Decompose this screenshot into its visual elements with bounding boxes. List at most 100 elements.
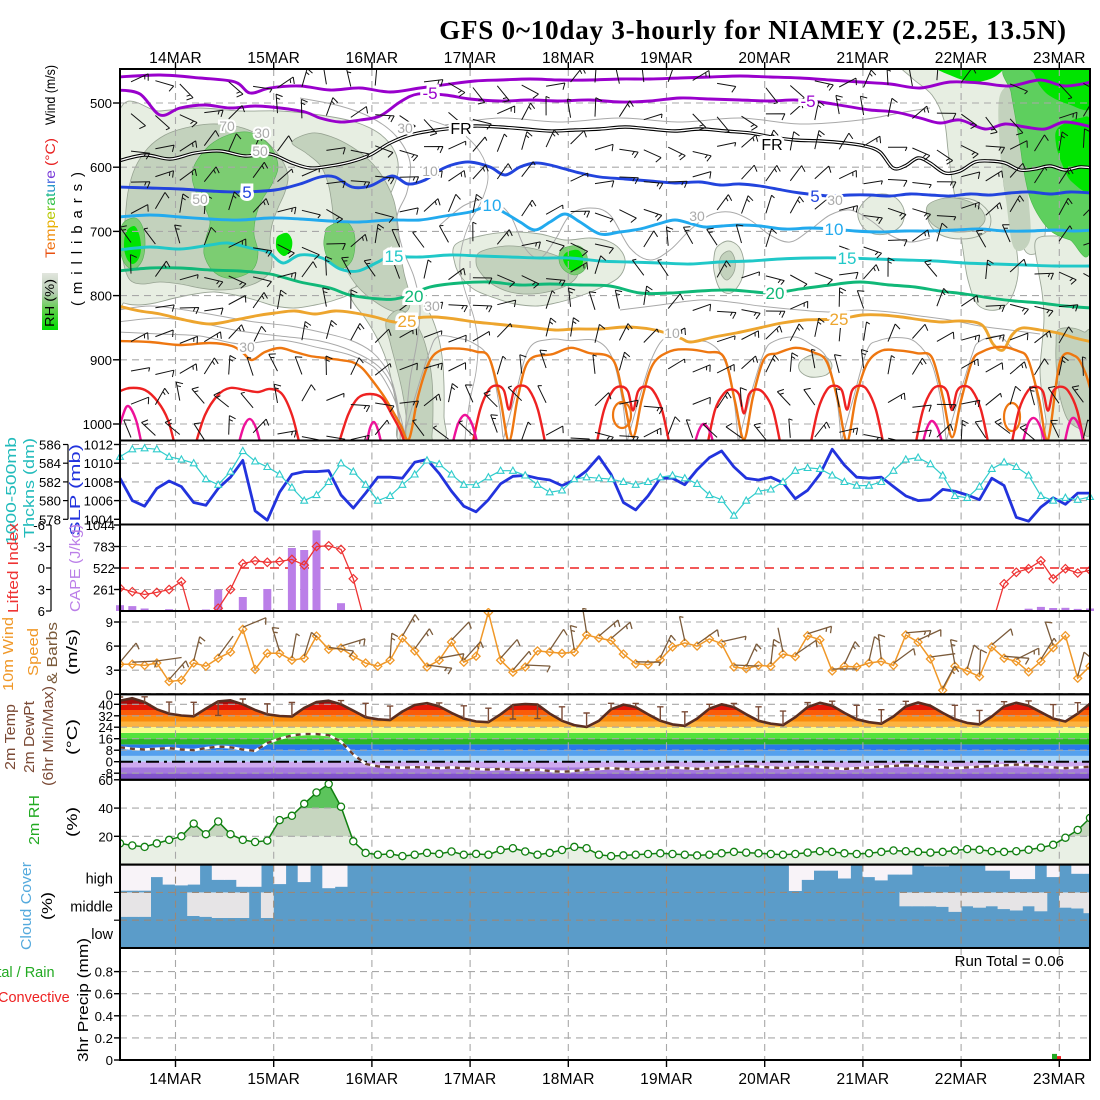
svg-text:20MAR: 20MAR [738,1071,791,1088]
svg-text:24: 24 [98,720,113,735]
svg-text:1044: 1044 [86,518,115,533]
svg-text:9: 9 [106,615,113,630]
svg-text:30: 30 [424,298,440,314]
svg-text:21MAR: 21MAR [837,50,890,67]
svg-text:261: 261 [93,583,115,598]
svg-text:6: 6 [38,604,45,619]
svg-text:0.2: 0.2 [95,1031,113,1046]
svg-text:high: high [86,872,113,888]
svg-text:10: 10 [664,325,680,341]
svg-text:(%): (%) [65,807,81,837]
svg-text:10: 10 [422,163,438,179]
svg-text:40: 40 [98,801,113,816]
svg-text:-5: -5 [800,92,815,111]
svg-text:14MAR: 14MAR [149,1071,202,1088]
svg-text:700: 700 [90,224,112,239]
svg-text:800: 800 [90,289,112,304]
svg-text:6: 6 [106,639,113,654]
svg-text:25: 25 [398,312,417,331]
svg-text:20MAR: 20MAR [738,50,791,67]
svg-text:15MAR: 15MAR [247,50,300,67]
svg-text:23MAR: 23MAR [1033,1071,1086,1088]
svg-text:low: low [91,927,113,943]
svg-text:22MAR: 22MAR [935,50,988,67]
svg-text:Total / Rain: Total / Rain [0,965,55,981]
svg-text:30: 30 [689,208,705,224]
svg-text:GFS 0~10day 3-hourly for NIAME: GFS 0~10day 3-hourly for NIAMEY (2.25E, … [439,15,1067,45]
svg-text:18MAR: 18MAR [542,50,595,67]
svg-text:-6: -6 [33,518,45,533]
svg-text:70: 70 [219,118,235,134]
svg-text:30: 30 [254,125,270,141]
svg-text:0.6: 0.6 [95,987,113,1002]
svg-text:2m DewPt: 2m DewPt [22,701,38,773]
svg-text:1006: 1006 [84,494,113,509]
svg-text:30: 30 [827,192,843,208]
svg-text:1000: 1000 [83,417,112,432]
svg-text:19MAR: 19MAR [640,50,693,67]
svg-text:30: 30 [239,339,255,355]
svg-text:522: 522 [93,561,115,576]
svg-text:(m/s): (m/s) [65,629,81,675]
svg-text:3: 3 [106,663,113,678]
svg-text:0: 0 [106,755,113,770]
svg-text:21MAR: 21MAR [837,1071,890,1088]
svg-text:14MAR: 14MAR [149,50,202,67]
svg-text:SLP (mb): SLP (mb) [68,444,84,536]
svg-text:8: 8 [106,743,113,758]
svg-text:2m Temp: 2m Temp [3,704,19,770]
svg-text:-3: -3 [33,540,45,555]
svg-text:15: 15 [838,249,857,268]
svg-text:584: 584 [39,456,61,471]
svg-text:18MAR: 18MAR [542,1071,595,1088]
svg-text:15: 15 [385,247,404,266]
svg-text:5: 5 [242,183,251,202]
svg-text:22MAR: 22MAR [935,1071,988,1088]
svg-text:0: 0 [38,561,45,576]
svg-text:0.4: 0.4 [95,1009,113,1024]
svg-text:600: 600 [90,160,112,175]
svg-text:Cloud Cover: Cloud Cover [19,862,35,950]
svg-text:16: 16 [98,732,113,747]
svg-text:23MAR: 23MAR [1033,50,1086,67]
svg-text:582: 582 [39,475,61,490]
svg-text:1010: 1010 [84,456,113,471]
svg-text:& Barbs: & Barbs [45,622,61,684]
svg-text:578: 578 [39,512,61,527]
svg-text:15MAR: 15MAR [247,1071,300,1088]
svg-text:1000-500mb: 1000-500mb [4,437,20,545]
svg-text:FR: FR [761,137,782,154]
svg-text:Wind (m/s): Wind (m/s) [43,65,58,125]
svg-text:25: 25 [830,310,849,329]
svg-text:10: 10 [825,220,844,239]
svg-text:20: 20 [98,829,113,844]
svg-text:17MAR: 17MAR [444,50,497,67]
svg-text:-8: -8 [101,766,113,781]
svg-text:(%): (%) [40,892,56,920]
svg-text:580: 580 [39,494,61,509]
svg-text:17MAR: 17MAR [444,1071,497,1088]
svg-text:(°C): (°C) [65,719,81,755]
svg-text:20: 20 [405,287,424,306]
svg-text:0.8: 0.8 [95,965,113,980]
svg-text:50: 50 [252,143,268,159]
svg-text:middle: middle [70,899,113,915]
svg-text:16MAR: 16MAR [346,1071,399,1088]
svg-text:32: 32 [98,709,113,724]
svg-text:(6hr Min/Max): (6hr Min/Max) [41,686,57,786]
svg-text:Lifted Index: Lifted Index [6,522,22,613]
svg-text:1008: 1008 [84,475,113,490]
svg-text:10m Wind: 10m Wind [1,617,17,691]
svg-text:19MAR: 19MAR [640,1071,693,1088]
svg-text:3: 3 [38,583,45,598]
svg-text:5: 5 [810,187,819,206]
svg-text:Run Total = 0.06: Run Total = 0.06 [955,953,1064,970]
svg-text:16MAR: 16MAR [346,50,399,67]
svg-text:RH (%): RH (%) [42,279,57,327]
svg-text:900: 900 [90,353,112,368]
svg-text:783: 783 [93,540,115,555]
svg-text:Thckns (dm): Thckns (dm) [22,438,38,538]
svg-text:60: 60 [98,773,113,788]
svg-text:Convective: Convective [0,990,70,1006]
svg-text:30: 30 [397,120,413,136]
